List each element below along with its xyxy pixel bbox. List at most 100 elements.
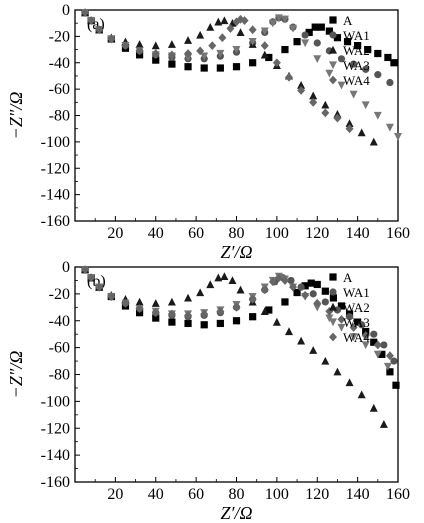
data-point-wa3 — [280, 15, 289, 24]
data-point-wa2 — [206, 280, 215, 289]
data-point-wa4 — [333, 113, 342, 123]
data-point-wa2 — [184, 36, 193, 44]
data-point-wa1 — [386, 78, 394, 87]
data-point-wa4 — [81, 265, 90, 275]
data-point-a — [374, 49, 382, 58]
x-tick-label: 20 — [107, 225, 123, 242]
data-point-wa4 — [373, 340, 382, 350]
data-point-wa3 — [361, 101, 370, 110]
legend-label-a: A — [343, 270, 353, 285]
data-point-wa3 — [200, 52, 209, 61]
data-point-wa4 — [272, 58, 281, 68]
data-point-wa4 — [200, 309, 209, 319]
chart-panel-a: -160 -140 -120 -100 -80 -60 -40 -20 0 20 40 60 80 100… — [6, 2, 410, 262]
data-point-a — [305, 28, 313, 37]
y-tick-label: -140 — [41, 447, 70, 464]
data-point-wa2 — [220, 16, 229, 25]
data-point-wa1 — [358, 321, 366, 329]
data-point-wa3 — [337, 81, 346, 90]
data-point-wa3 — [373, 350, 382, 359]
data-point-wa2 — [379, 420, 388, 428]
data-point-a — [354, 318, 362, 326]
data-point-wa4 — [321, 108, 330, 118]
data-point-wa4 — [196, 46, 205, 56]
data-point-wa4 — [297, 86, 306, 95]
data-point-a — [168, 60, 176, 68]
data-point-a — [325, 27, 333, 35]
legend-marker-wa2 — [329, 302, 337, 311]
data-point-a — [216, 319, 224, 328]
data-point-wa1 — [345, 313, 354, 321]
legend-label-a: A — [343, 13, 353, 28]
x-tick-label: 100 — [265, 225, 289, 242]
data-point-wa4 — [151, 308, 160, 318]
data-point-wa4 — [274, 273, 283, 283]
data-point-wa3 — [325, 69, 334, 78]
data-point-wa3 — [313, 55, 322, 63]
data-point-a — [311, 23, 319, 31]
data-point-wa4 — [135, 304, 144, 314]
data-point-wa3 — [349, 333, 358, 342]
data-point-wa2 — [309, 91, 318, 100]
data-point-wa3 — [373, 111, 382, 120]
data-point-a — [200, 64, 208, 72]
data-point-wa4 — [248, 294, 257, 304]
data-point-wa4 — [284, 72, 293, 82]
data-point-a — [200, 321, 208, 329]
x-tick-label: 60 — [188, 486, 204, 503]
data-point-wa4 — [135, 46, 144, 56]
data-point-wa2 — [309, 346, 318, 354]
data-point-wa4 — [260, 285, 269, 295]
data-point-wa3 — [274, 14, 283, 23]
data-point-a — [354, 42, 362, 50]
data-point-a — [307, 279, 315, 287]
data-point-wa2 — [184, 293, 193, 302]
data-point-wa4 — [301, 290, 310, 300]
series-wa4 — [81, 265, 394, 361]
data-point-wa4 — [361, 331, 370, 340]
data-point-wa4 — [107, 34, 116, 44]
data-point-wa2 — [214, 17, 223, 26]
x-tick-label: 160 — [386, 225, 410, 242]
data-point-wa4 — [313, 298, 322, 308]
data-point-wa4 — [349, 323, 358, 332]
series-wa2 — [81, 265, 388, 428]
legend-marker-wa1 — [329, 288, 337, 296]
data-point-a — [337, 302, 346, 310]
legend-marker-a — [329, 16, 337, 24]
data-point-wa1 — [374, 71, 382, 79]
legend-marker-wa3 — [329, 318, 337, 327]
data-point-wa4 — [167, 50, 176, 60]
data-point-wa3 — [268, 19, 277, 28]
data-point-wa2 — [135, 297, 144, 306]
legend-label-wa1: WA1 — [343, 285, 370, 300]
data-point-wa4 — [87, 16, 96, 25]
data-point-wa2 — [220, 272, 229, 281]
data-point-a — [152, 314, 160, 322]
data-point-wa3 — [394, 133, 402, 141]
x-tick-label: 80 — [229, 486, 245, 503]
data-point-wa3 — [232, 45, 241, 54]
y-tick-label: -20 — [49, 286, 70, 303]
data-point-wa4 — [218, 33, 227, 43]
legend-marker-wa2 — [329, 45, 337, 54]
y-tick-label: 0 — [62, 259, 70, 276]
data-point-wa2 — [345, 119, 354, 128]
data-point-a — [249, 313, 257, 321]
data-point-wa2 — [236, 285, 245, 294]
data-point-wa2 — [297, 336, 306, 345]
data-point-wa3 — [325, 314, 334, 323]
data-point-wa4 — [167, 309, 176, 319]
data-point-a — [168, 318, 176, 326]
y-axis-label: −Z″/Ω — [6, 351, 26, 399]
data-point-a — [386, 368, 394, 376]
data-point-wa4 — [95, 25, 104, 35]
data-point-a — [265, 306, 273, 314]
data-point-wa1 — [380, 341, 388, 349]
data-point-wa4 — [240, 16, 249, 25]
data-point-wa4 — [81, 8, 90, 18]
data-point-wa2 — [151, 41, 160, 50]
data-point-a — [265, 53, 273, 62]
